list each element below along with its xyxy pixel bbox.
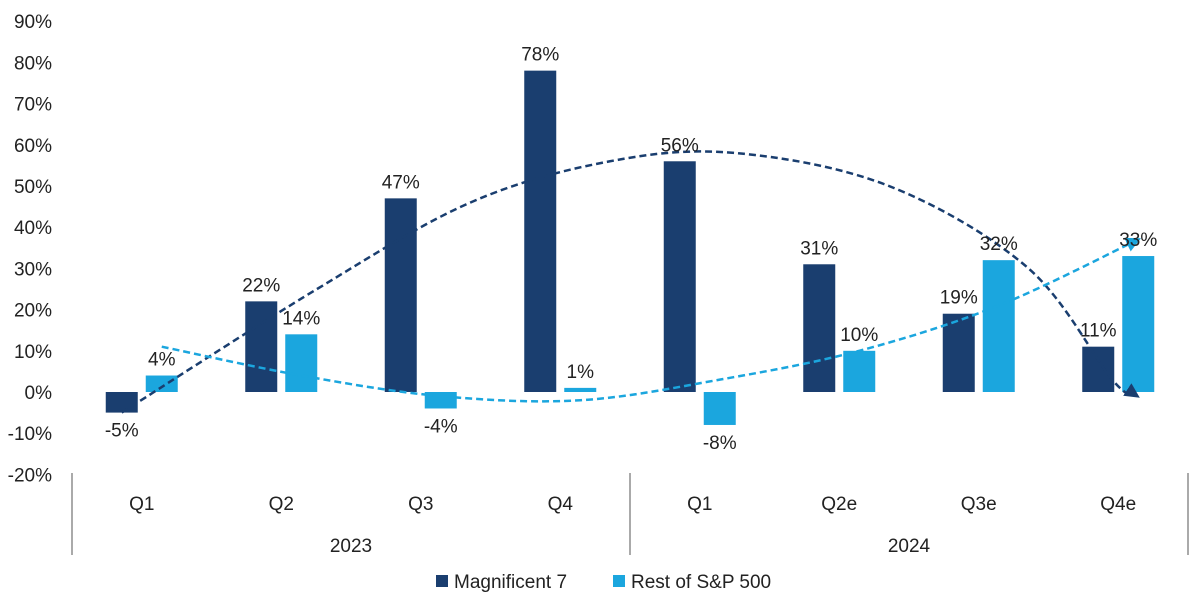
x-tick-label: Q4 [548,494,574,515]
y-tick-label: 40% [14,218,52,239]
y-tick-label: 30% [14,259,52,280]
data-labels: -5% 22% 47% 78% 56% 31% 19% 11% 4% 14% -4% 1% -8% 10%… [105,45,1158,454]
bars [105,70,1155,425]
bar-magnificent-7 [942,313,975,392]
data-label: 14% [282,308,320,329]
data-label: 78% [521,45,559,66]
data-label: 11% [1080,321,1117,342]
trendline-magnificent-7 [121,150,1140,414]
data-label: 33% [1119,230,1157,251]
x-tick-label: Q4e [1100,494,1136,515]
legend-label: Rest of S&P 500 [631,572,771,593]
y-tick-label: 0% [25,383,53,404]
bar-magnificent-7 [245,301,278,392]
x-tick-label: Q2e [821,494,857,515]
y-axis: 90% 80% 70% 60% 50% 40% 30% 20% 10% 0% -10% -20% [8,12,52,486]
legend: Magnificent 7 Rest of S&P 500 [436,572,771,593]
data-label: 19% [940,288,978,309]
legend-label: Magnificent 7 [454,572,567,593]
bar-rest-of-sp500 [424,392,457,409]
x-tick-label: Q1 [687,494,712,515]
bar-magnificent-7 [663,161,696,392]
y-tick-label: -20% [8,465,52,486]
x-group-label: 2023 [330,536,372,557]
legend-swatch [613,575,625,587]
x-tick-label: Q1 [129,494,154,515]
bar-magnificent-7 [1082,346,1115,392]
data-label: 31% [800,238,838,259]
y-tick-label: -10% [8,424,52,445]
bar-rest-of-sp500 [564,387,597,392]
y-tick-label: 10% [14,342,52,363]
bar-rest-of-sp500 [982,260,1015,392]
data-label: -8% [703,433,737,454]
bar-magnificent-7 [524,70,557,392]
x-group-label: 2024 [888,536,931,557]
trendlines [121,150,1141,414]
data-label: 47% [382,172,420,193]
data-label: -5% [105,421,139,442]
data-label: 56% [661,135,699,156]
y-tick-label: 50% [14,177,52,198]
y-tick-label: 20% [14,301,52,322]
data-label: 32% [980,234,1018,255]
y-tick-label: 80% [14,53,52,74]
y-tick-label: 70% [14,95,52,116]
y-tick-label: 60% [14,136,52,157]
x-tick-label: Q2 [269,494,294,515]
bar-rest-of-sp500 [843,350,876,392]
x-axis: Q1 Q2 Q3 Q4 Q1 Q2e Q3e Q4e 2023 2024 [71,473,1189,557]
bar-magnificent-7 [105,392,138,413]
legend-swatch [436,575,448,587]
bar-magnificent-7 [384,198,417,392]
bar-rest-of-sp500 [285,334,318,392]
data-label: -4% [424,416,458,437]
x-tick-label: Q3e [961,494,997,515]
bar-magnificent-7 [803,264,836,392]
data-label: 1% [567,362,595,383]
data-label: 22% [242,275,280,296]
data-label: 4% [148,350,176,371]
bar-rest-of-sp500 [703,392,736,425]
x-tick-label: Q3 [408,494,433,515]
data-label: 10% [840,325,878,346]
y-tick-label: 90% [14,12,52,33]
bar-rest-of-sp500 [1122,256,1155,392]
bar-rest-of-sp500 [145,375,178,392]
